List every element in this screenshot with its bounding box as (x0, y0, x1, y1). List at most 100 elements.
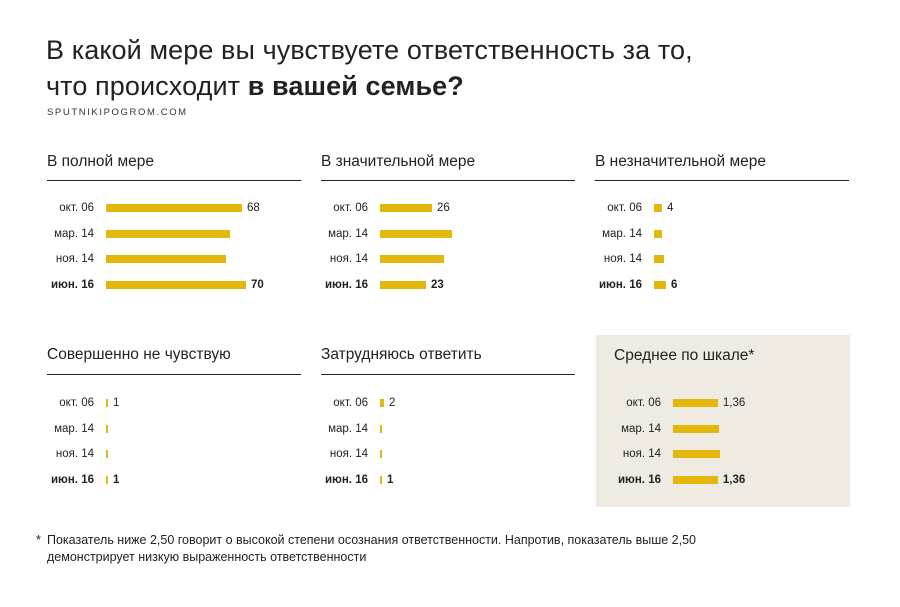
category-label: окт. 06 (59, 202, 94, 214)
category-label: ноя. 14 (329, 253, 368, 265)
panel-divider (321, 180, 575, 181)
value-label: 68 (247, 202, 260, 214)
category-label: мар. 14 (54, 228, 94, 240)
bar (106, 230, 230, 238)
value-label: 70 (251, 279, 264, 291)
category-label: июн. 16 (617, 474, 661, 486)
value-label: 1,36 (722, 474, 746, 486)
bar-row: мар. 14 (614, 422, 868, 436)
bar (380, 399, 384, 407)
chart-title: В какой мере вы чувствуете ответственнос… (46, 32, 693, 104)
bar-row: июн. 16 6 (595, 278, 849, 292)
bar (654, 255, 664, 263)
panel-divider (47, 374, 301, 375)
bar (380, 255, 444, 263)
category-label: окт. 06 (607, 202, 642, 214)
title-line-1: В какой мере вы чувствуете ответственнос… (46, 35, 693, 65)
bar (380, 204, 432, 212)
category-label: мар. 14 (328, 423, 368, 435)
bar-row: мар. 14 (321, 422, 575, 436)
panel-title: В незначительной мере (595, 153, 766, 170)
value-label: 26 (437, 202, 450, 214)
bar (106, 204, 242, 212)
bar (106, 281, 246, 289)
category-label: мар. 14 (621, 423, 661, 435)
category-label: июн. 16 (324, 474, 368, 486)
category-label: окт. 06 (333, 397, 368, 409)
bar-row: июн. 16 1 (321, 473, 575, 487)
category-label: июн. 16 (324, 279, 368, 291)
bar-row: окт. 06 4 (595, 201, 849, 215)
category-label: мар. 14 (54, 423, 94, 435)
category-label: ноя. 14 (55, 253, 94, 265)
panel-1: В полной мере окт. 06 68 мар. 14 ноя. 14 июн.… (47, 153, 301, 313)
value-label: 1 (113, 474, 120, 486)
panel-title: Совершенно не чувствую (47, 346, 231, 363)
bar (673, 450, 720, 458)
value-label: 2 (389, 397, 396, 409)
panel-6: Среднее по шкале* окт. 06 1,36 мар. 14 ноя. … (596, 335, 850, 507)
category-label: ноя. 14 (603, 253, 642, 265)
category-label: ноя. 14 (329, 448, 368, 460)
bar (380, 230, 452, 238)
bar-row: мар. 14 (321, 227, 575, 241)
bar-row: ноя. 14 (321, 252, 575, 266)
bar (380, 425, 382, 433)
bar-row: мар. 14 (47, 227, 301, 241)
bar-row: окт. 06 1,36 (614, 396, 868, 410)
bar (106, 399, 108, 407)
category-label: ноя. 14 (55, 448, 94, 460)
value-label: 6 (671, 279, 678, 291)
bar (654, 204, 662, 212)
category-label: окт. 06 (59, 397, 94, 409)
value-label: 1 (387, 474, 394, 486)
value-label: 4 (667, 202, 674, 214)
panel-divider (47, 180, 301, 181)
bar (380, 476, 382, 484)
bar-row: июн. 16 70 (47, 278, 301, 292)
category-label: июн. 16 (50, 279, 94, 291)
panel-divider (321, 374, 575, 375)
category-label: окт. 06 (333, 202, 368, 214)
bar-row: июн. 16 1 (47, 473, 301, 487)
value-label: 1 (113, 397, 120, 409)
bar (673, 476, 718, 484)
category-label: июн. 16 (50, 474, 94, 486)
panel-title: Затрудняюсь ответить (321, 346, 482, 363)
category-label: окт. 06 (626, 397, 661, 409)
panel-5: Затрудняюсь ответить окт. 06 2 мар. 14 ноя. … (321, 346, 575, 506)
bar-row: ноя. 14 (614, 447, 868, 461)
bar-row: ноя. 14 (321, 447, 575, 461)
panel-2: В значительной мере окт. 06 26 мар. 14 ноя. … (321, 153, 575, 313)
bar (673, 399, 718, 407)
bar (380, 281, 426, 289)
bar-row: окт. 06 26 (321, 201, 575, 215)
panel-title: Среднее по шкале* (614, 347, 755, 364)
bar-row: мар. 14 (595, 227, 849, 241)
category-label: июн. 16 (598, 279, 642, 291)
bar (654, 230, 662, 238)
source-label: SPUTNIKIPOGROM.COM (47, 107, 188, 118)
title-line-2-bold: в вашей семье? (247, 71, 464, 101)
bar (106, 255, 226, 263)
title-line-2-prefix: что происходит (46, 71, 248, 101)
bar-row: окт. 06 2 (321, 396, 575, 410)
bar (106, 476, 108, 484)
footnote-text: Показатель ниже 2,50 говорит о высокой с… (47, 533, 697, 564)
category-label: ноя. 14 (622, 448, 661, 460)
bar (106, 450, 108, 458)
bar (673, 425, 720, 433)
panel-3: В незначительной мере окт. 06 4 мар. 14 ноя.… (595, 153, 849, 313)
panel-title: В полной мере (47, 153, 155, 170)
value-label: 1,36 (722, 397, 746, 409)
bar-row: ноя. 14 (595, 252, 849, 266)
title-line-2: что происходит в вашей семье? (46, 68, 693, 104)
panel-divider (595, 180, 849, 181)
category-label: мар. 14 (328, 228, 368, 240)
bar-row: окт. 06 68 (47, 201, 301, 215)
footnote-mark: * (36, 533, 41, 547)
panel-title: В значительной мере (321, 153, 476, 170)
bar-row: мар. 14 (47, 422, 301, 436)
bar (380, 450, 382, 458)
bar (654, 281, 666, 289)
